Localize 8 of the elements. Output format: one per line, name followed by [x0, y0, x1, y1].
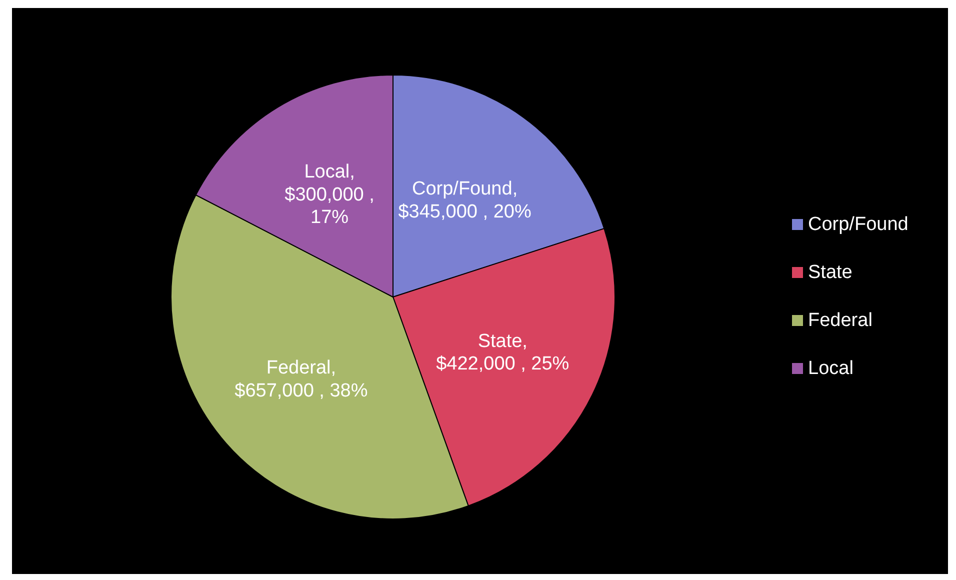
legend-label: Federal — [808, 310, 872, 331]
data-label: Federal, $657,000 , 38% — [234, 358, 368, 402]
legend-label: State — [808, 262, 852, 283]
data-label: Corp/Found, $345,000 , 20% — [398, 178, 532, 222]
legend-label: Local — [808, 358, 854, 379]
data-label: Local, $300,000 , 17% — [284, 161, 374, 228]
data-label: State, $422,000 , 25% — [436, 330, 570, 375]
legend-label: Corp/Found — [808, 214, 908, 235]
